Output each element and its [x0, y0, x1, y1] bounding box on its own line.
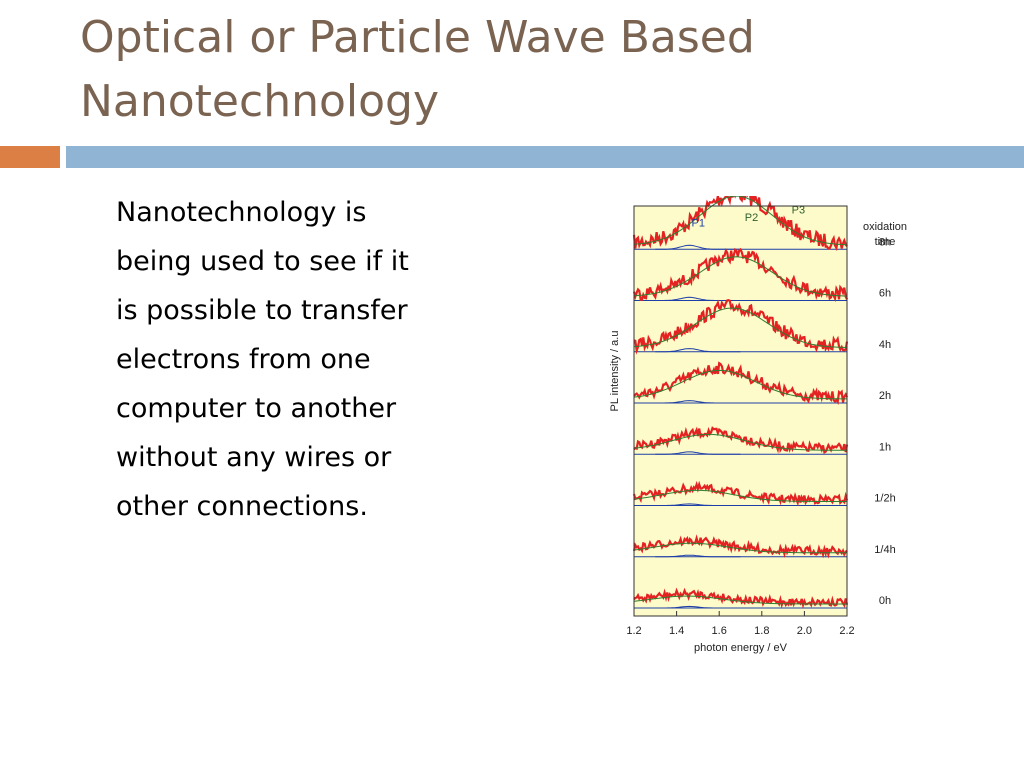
series-line-1-4h: [632, 534, 848, 559]
body-paragraph: Nanotechnology is being used to see if i…: [96, 188, 496, 531]
peak-label: P1: [692, 218, 705, 230]
series-label: 1/4h: [874, 544, 895, 556]
x-tick-label: 1.4: [669, 625, 684, 637]
p1-curve: [655, 451, 741, 455]
fit-curve: [633, 369, 847, 400]
fit-curve: [633, 196, 848, 246]
body-line-2: being used to see if it: [116, 246, 409, 277]
p1-curve: [655, 503, 741, 506]
p1-curve: [655, 554, 741, 558]
body-line-3: is possible to transfer: [116, 295, 408, 326]
series-label: 1h: [879, 441, 891, 453]
slide-title-line-2: Nanotechnology: [80, 76, 440, 127]
series-label: 6h: [879, 288, 891, 300]
body-line-1: Nanotechnology is: [116, 197, 367, 228]
body-line-7: other connections.: [116, 491, 368, 522]
series-line-2h: [633, 361, 848, 406]
pl-spectra-chart: 8h 6h 4h 2h 1h 1/2h 1/4h 0h P1 P2 P3 oxidation time 1…: [609, 196, 907, 654]
legend-title: time: [875, 236, 896, 248]
p1-curve: [655, 605, 741, 609]
x-axis-label: photon energy / eV: [694, 642, 788, 654]
body-line-5: computer to another: [116, 393, 397, 424]
series-line-0h: [633, 587, 849, 609]
series-label: 1/2h: [874, 493, 895, 505]
body-line-4: electrons from one: [116, 344, 371, 375]
p1-curve: [655, 400, 741, 404]
series-label: 4h: [879, 339, 891, 351]
body-line-6: without any wires or: [116, 442, 392, 473]
p1-curve: [655, 244, 741, 250]
fit-curve: [633, 595, 847, 605]
slide-title: Optical or Particle Wave Based Nanotechn…: [80, 6, 1000, 134]
fit-curve: [633, 433, 847, 451]
pl-spectra-figure: 8h 6h 4h 2h 1h 1/2h 1/4h 0h P1 P2 P3 oxidation time 1…: [600, 196, 930, 666]
series-line-1h: [633, 426, 849, 454]
plot-frame: [633, 205, 848, 617]
x-tick-label: 1.6: [712, 625, 727, 637]
series-label: 2h: [879, 390, 891, 402]
fit-curve: [633, 489, 847, 502]
header-divider-bar: [66, 146, 1024, 168]
series-line-1-2h: [632, 480, 849, 507]
series-label: 8h: [879, 236, 891, 248]
body-text: Nanotechnology is being used to see if i…: [96, 188, 496, 531]
accent-bar: [0, 146, 60, 168]
p1-curve: [655, 348, 741, 353]
y-axis-label: PL intensity / a.u: [609, 331, 621, 412]
x-tick-label: 2.0: [797, 625, 812, 637]
peak-label: P2: [745, 212, 758, 224]
legend-title: oxidation: [863, 221, 907, 233]
x-tick-label: 1.2: [626, 625, 641, 637]
x-tick-label: 2.2: [839, 625, 854, 637]
fit-curve: [633, 256, 848, 297]
peak-label: P3: [792, 204, 805, 216]
series-label: 0h: [879, 595, 891, 607]
slide-title-line-1: Optical or Particle Wave Based: [80, 12, 755, 63]
fit-curve: [633, 542, 847, 554]
fit-curve: [633, 307, 848, 348]
x-tick-label: 1.8: [754, 625, 769, 637]
